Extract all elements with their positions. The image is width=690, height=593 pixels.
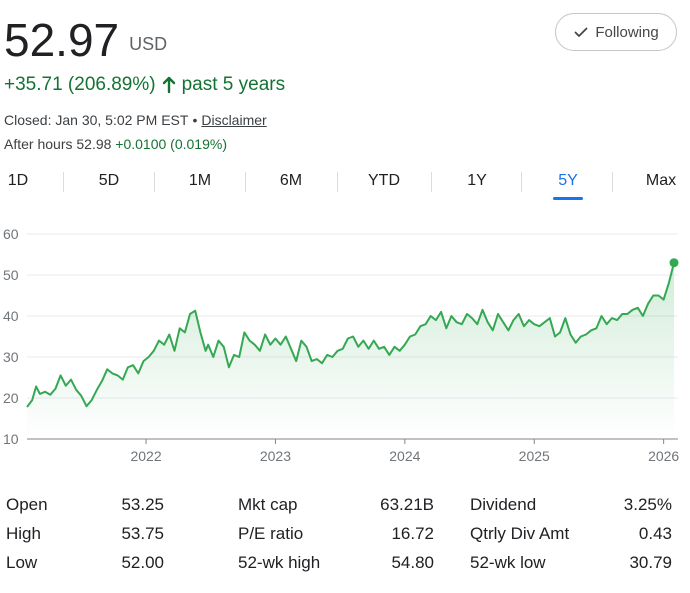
- stat-label-52wk-low: 52-wk low: [470, 553, 546, 572]
- tab-divider: [154, 172, 155, 192]
- tab-max[interactable]: Max: [645, 172, 677, 189]
- price-line: [26, 262, 675, 408]
- stat-label-open: Open: [6, 495, 48, 514]
- x-tick-label: 2026: [648, 448, 679, 464]
- tab-divider: [63, 172, 64, 192]
- x-tick-label: 2024: [389, 448, 420, 464]
- stat-label-52wk-high: 52-wk high: [238, 553, 321, 572]
- x-tick-label: 2022: [130, 448, 161, 464]
- change-period: past 5 years: [181, 74, 286, 95]
- x-tick-label: 2023: [260, 448, 291, 464]
- y-tick-label: 50: [3, 267, 19, 283]
- stat-value-pe-ratio: 16.72: [391, 524, 434, 543]
- tab-6m[interactable]: 6M: [279, 172, 303, 189]
- stat-value-dividend: 3.25%: [623, 495, 672, 514]
- price-chart[interactable]: 60 50 40 30 20 10 2022 2023 2024 2025 2026: [0, 220, 690, 470]
- tab-divider: [612, 172, 613, 192]
- after-hours-change: +0.0100 (0.019%): [115, 136, 227, 152]
- y-tick-label: 10: [3, 431, 19, 447]
- tab-divider: [337, 172, 338, 192]
- tab-1m[interactable]: 1M: [188, 172, 212, 189]
- following-label: Following: [595, 23, 659, 41]
- stat-label-pe-ratio: P/E ratio: [238, 524, 304, 543]
- tab-1y[interactable]: 1Y: [467, 172, 487, 189]
- price-change: +35.71 (206.89%) past 5 years: [4, 74, 285, 96]
- after-hours-price: After hours 52.98: [4, 136, 112, 152]
- stat-value-mkt-cap: 63.21B: [380, 495, 434, 514]
- price-value: 52.97: [4, 14, 120, 66]
- tab-ytd[interactable]: YTD: [368, 172, 400, 189]
- currency-label: USD: [129, 34, 168, 54]
- stat-label-low: Low: [6, 553, 38, 572]
- market-status: Closed: Jan 30, 5:02 PM EST • Disclaimer: [4, 112, 267, 128]
- y-tick-label: 40: [3, 308, 19, 324]
- check-icon: [573, 24, 589, 40]
- closed-time: Closed: Jan 30, 5:02 PM EST: [4, 112, 189, 128]
- y-tick-label: 30: [3, 349, 19, 365]
- stat-value-open: 53.25: [121, 495, 164, 514]
- y-tick-label: 20: [3, 390, 19, 406]
- tab-1d[interactable]: 1D: [7, 172, 29, 189]
- stat-value-qtrly-div: 0.43: [638, 524, 672, 543]
- tab-5y[interactable]: 5Y: [548, 164, 588, 200]
- stat-label-high: High: [6, 524, 41, 543]
- stat-label-mkt-cap: Mkt cap: [238, 495, 298, 514]
- range-tabs: 1D 5D 1M 6M YTD 1Y 5Y Max: [0, 164, 690, 200]
- price-area-fill: [27, 262, 674, 439]
- disclaimer-link[interactable]: Disclaimer: [201, 112, 267, 128]
- tab-divider: [245, 172, 246, 192]
- following-button[interactable]: Following: [555, 13, 677, 51]
- bullet-separator: •: [192, 112, 198, 128]
- stat-value-high: 53.75: [121, 524, 164, 543]
- arrow-up-icon: [162, 76, 176, 94]
- tab-divider: [521, 172, 522, 192]
- stat-label-qtrly-div: Qtrly Div Amt: [470, 524, 570, 543]
- after-hours: After hours 52.98 +0.0100 (0.019%): [4, 136, 227, 152]
- stat-value-52wk-high: 54.80: [391, 553, 434, 572]
- stat-label-dividend: Dividend: [470, 495, 537, 514]
- y-tick-label: 60: [3, 226, 19, 242]
- x-tick-label: 2025: [519, 448, 550, 464]
- change-amount: +35.71 (206.89%): [4, 74, 156, 95]
- stock-price: 52.97 USD: [4, 12, 167, 72]
- stat-value-52wk-low: 30.79: [629, 553, 672, 572]
- last-price-point: [669, 258, 679, 268]
- tab-5d[interactable]: 5D: [98, 172, 120, 189]
- stat-value-low: 52.00: [121, 553, 164, 572]
- tab-divider: [431, 172, 432, 192]
